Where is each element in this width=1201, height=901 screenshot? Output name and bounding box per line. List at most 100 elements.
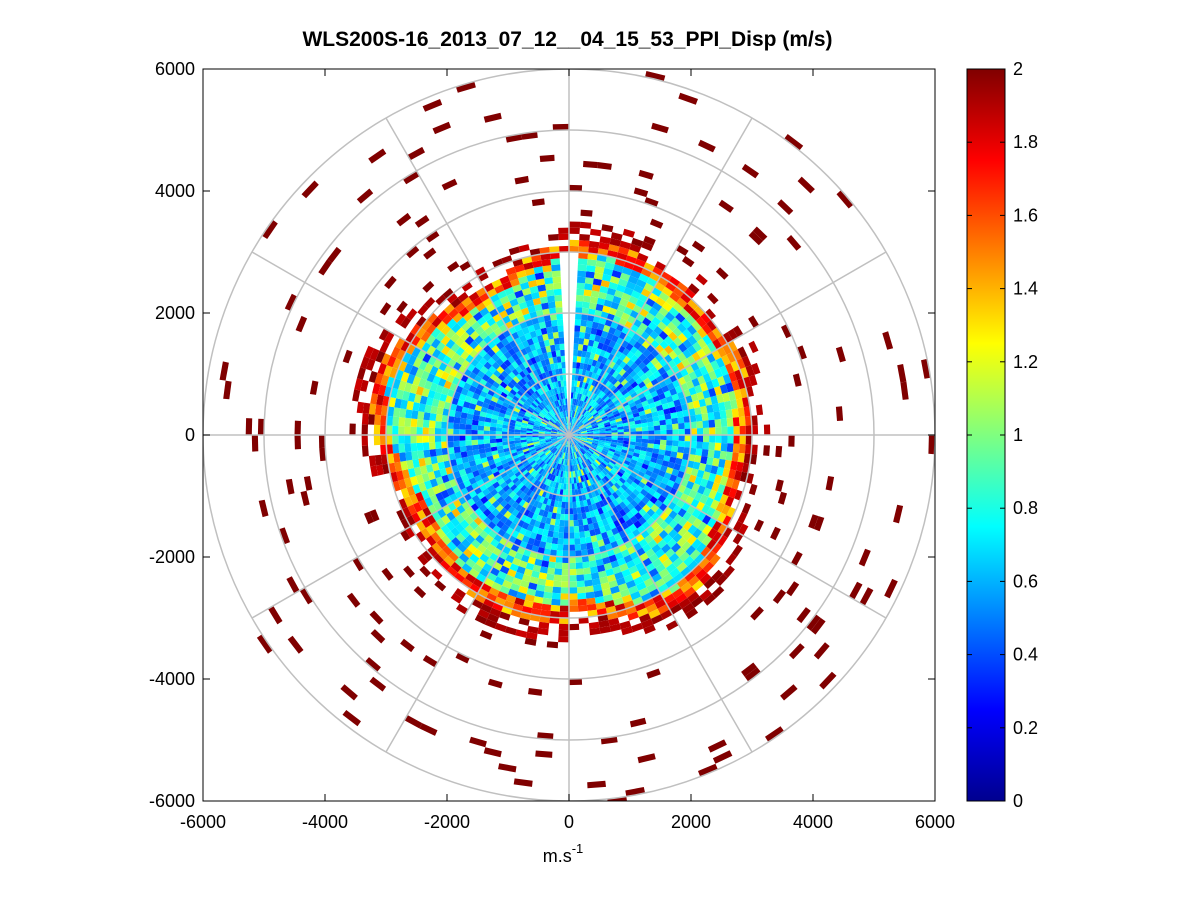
- ppi-cell: [659, 358, 668, 367]
- ppi-cell: [539, 566, 548, 574]
- ppi-cell: [640, 418, 648, 424]
- ppi-cell: [526, 408, 534, 414]
- ppi-cell: [533, 425, 540, 429]
- ppi-cell: [708, 472, 717, 483]
- ppi-cell: [515, 358, 523, 366]
- ppi-cell: [574, 452, 578, 459]
- ppi-cell: [541, 603, 552, 611]
- ppi-cell: [612, 491, 619, 500]
- ppi-cell: [641, 365, 650, 374]
- ppi-cell: [403, 565, 415, 578]
- ppi-cell: [407, 146, 425, 161]
- ppi-cell: [748, 315, 760, 329]
- ppi-cell: [588, 417, 595, 422]
- ppi-cell: [546, 351, 553, 359]
- ppi-cell: [485, 393, 493, 401]
- ppi-cell: [634, 464, 642, 471]
- ppi-cell: [512, 410, 519, 416]
- ppi-cell: [607, 471, 615, 479]
- ppi-cell: [472, 414, 480, 421]
- ppi-cell: [603, 406, 610, 412]
- ppi-cell: [548, 493, 554, 500]
- ppi-cell: [514, 426, 521, 430]
- ppi-cell: [564, 514, 569, 521]
- ppi-cell: [603, 458, 610, 464]
- ppi-cell: [469, 520, 479, 530]
- ppi-cell: [529, 460, 536, 466]
- ppi-cell: [456, 603, 469, 615]
- ppi-cell: [618, 395, 626, 402]
- ppi-cell: [613, 597, 624, 606]
- ppi-cell: [719, 476, 729, 486]
- ppi-cell: [569, 495, 573, 503]
- ppi-cell: [593, 387, 599, 395]
- ppi-cell: [446, 541, 457, 552]
- ppi-cell: [716, 346, 727, 358]
- ppi-cell: [559, 438, 565, 444]
- ppi-cell: [637, 336, 646, 345]
- ppi-cell: [433, 553, 444, 565]
- ppi-cell: [557, 501, 562, 508]
- ppi-cell: [491, 450, 499, 456]
- ppi-cell: [476, 383, 485, 391]
- ppi-cell: [577, 406, 582, 413]
- ppi-cell: [529, 498, 536, 506]
- ppi-cell: [722, 468, 731, 478]
- ppi-cell: [579, 362, 585, 370]
- ppi-cell: [441, 345, 451, 356]
- ppi-cell: [651, 316, 662, 326]
- ppi-cell: [535, 750, 553, 758]
- ppi-cell: [421, 517, 431, 528]
- ppi-cell: [478, 448, 486, 454]
- ppi-cell: [637, 492, 645, 501]
- ppi-cell: [532, 493, 539, 501]
- ppi-cell: [526, 482, 534, 490]
- ppi-cell: [630, 362, 638, 371]
- ppi-cell: [472, 563, 483, 574]
- ppi-cell: [608, 501, 616, 509]
- ppi-cell: [514, 404, 522, 411]
- ppi-cell: [553, 288, 562, 296]
- ppi-cell: [429, 382, 438, 392]
- ppi-cell: [562, 489, 567, 496]
- ppi-cell: [448, 551, 459, 562]
- ppi-cell: [665, 445, 673, 452]
- ppi-cell: [557, 432, 563, 434]
- ppi-cell: [543, 407, 549, 414]
- ppi-cell: [541, 444, 548, 449]
- ppi-cell: [416, 427, 423, 435]
- ppi-cell: [596, 608, 607, 616]
- ppi-cell: [533, 441, 540, 445]
- ppi-cell: [653, 479, 662, 487]
- ppi-cell: [542, 554, 550, 562]
- ppi-cell: [589, 510, 596, 518]
- ppi-cell: [561, 439, 566, 445]
- ppi-cell: [643, 235, 656, 246]
- ppi-cell: [510, 484, 518, 492]
- ppi-cell: [631, 622, 644, 633]
- ppi-cell: [534, 420, 542, 425]
- ppi-cell: [496, 520, 505, 529]
- ppi-cell: [577, 592, 587, 600]
- ppi-cell: [597, 539, 605, 547]
- ppi-cell: [441, 514, 451, 525]
- ppi-cell: [606, 574, 617, 583]
- ppi-cell: [384, 331, 395, 344]
- ppi-cell: [712, 327, 723, 339]
- ppi-cell: [623, 574, 634, 584]
- ppi-cell: [447, 441, 454, 448]
- ppi-cell: [657, 583, 669, 594]
- ppi-cell: [627, 447, 635, 453]
- ppi-cell: [577, 374, 582, 382]
- ppi-cell: [640, 373, 648, 382]
- ppi-cell: [502, 579, 513, 589]
- ppi-cell: [509, 419, 516, 424]
- ppi-cell: [485, 469, 493, 477]
- ppi-cell: [617, 437, 624, 441]
- ppi-cell: [608, 402, 615, 409]
- ppi-cell: [491, 516, 500, 526]
- ppi-cell: [653, 326, 663, 336]
- ppi-cell: [593, 451, 600, 457]
- ppi-cell: [495, 377, 503, 385]
- ppi-cell: [617, 557, 627, 566]
